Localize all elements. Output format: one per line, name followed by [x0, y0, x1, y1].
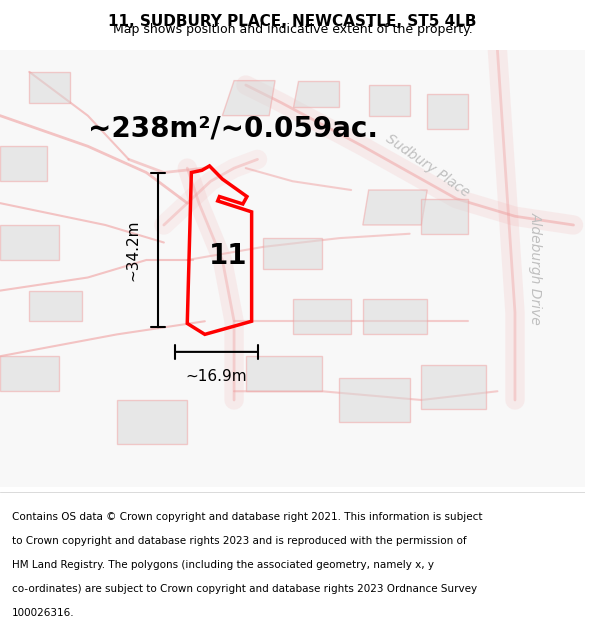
Polygon shape	[246, 356, 322, 391]
Text: ~34.2m: ~34.2m	[125, 219, 140, 281]
Polygon shape	[293, 299, 351, 334]
Polygon shape	[29, 72, 70, 102]
Text: to Crown copyright and database rights 2023 and is reproduced with the permissio: to Crown copyright and database rights 2…	[12, 536, 466, 546]
Polygon shape	[427, 94, 468, 129]
Polygon shape	[340, 378, 410, 422]
Polygon shape	[421, 365, 486, 409]
Text: Aldeburgh Drive: Aldeburgh Drive	[529, 213, 542, 325]
Text: Map shows position and indicative extent of the property.: Map shows position and indicative extent…	[113, 23, 472, 36]
Text: ~16.9m: ~16.9m	[186, 369, 247, 384]
Polygon shape	[363, 299, 427, 334]
Polygon shape	[0, 225, 59, 260]
Polygon shape	[0, 146, 47, 181]
Text: ~238m²/~0.059ac.: ~238m²/~0.059ac.	[88, 115, 378, 142]
Polygon shape	[0, 356, 59, 391]
Polygon shape	[117, 400, 187, 444]
Polygon shape	[263, 238, 322, 269]
Text: 100026316.: 100026316.	[12, 609, 74, 619]
Text: 11: 11	[209, 242, 247, 269]
Text: co-ordinates) are subject to Crown copyright and database rights 2023 Ordnance S: co-ordinates) are subject to Crown copyr…	[12, 584, 477, 594]
Text: HM Land Registry. The polygons (including the associated geometry, namely x, y: HM Land Registry. The polygons (includin…	[12, 561, 434, 571]
Polygon shape	[293, 81, 340, 107]
Text: Contains OS data © Crown copyright and database right 2021. This information is : Contains OS data © Crown copyright and d…	[12, 512, 482, 522]
Polygon shape	[421, 199, 468, 234]
Polygon shape	[368, 85, 410, 116]
Text: 11, SUDBURY PLACE, NEWCASTLE, ST5 4LB: 11, SUDBURY PLACE, NEWCASTLE, ST5 4LB	[109, 14, 477, 29]
Polygon shape	[223, 81, 275, 116]
Polygon shape	[363, 190, 427, 225]
Polygon shape	[29, 291, 82, 321]
Text: Sudbury Place: Sudbury Place	[383, 132, 472, 200]
